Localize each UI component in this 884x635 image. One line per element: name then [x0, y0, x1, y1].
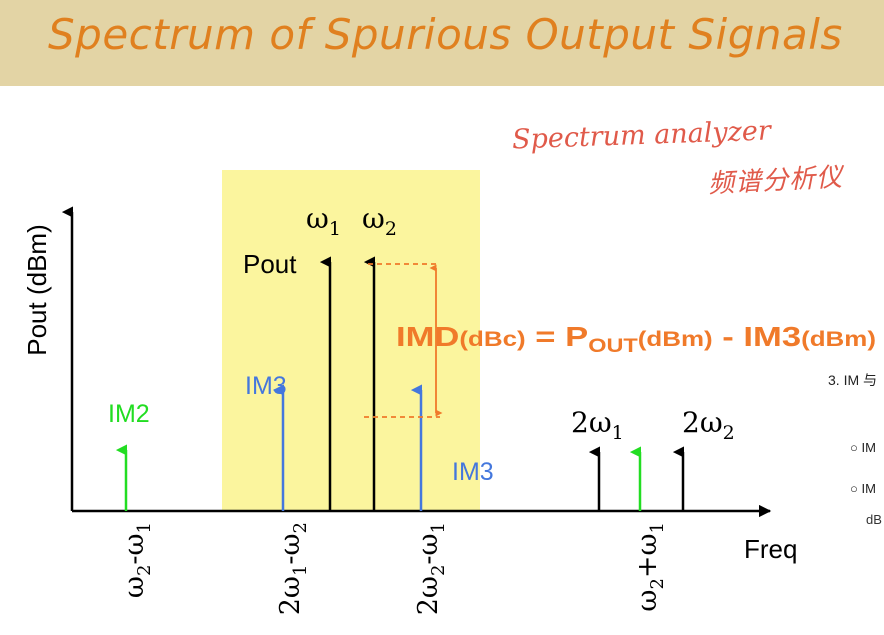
- side-list-sub-item-b-continued: dB: [866, 512, 882, 527]
- x-label-w2-plus-w1: ω2+ω1: [632, 522, 668, 612]
- x-axis-label: Freq: [744, 534, 797, 564]
- x-label-2w2-minus-w1: 2ω2-ω1: [413, 522, 449, 615]
- side-list-item-3: 3. IM 与: [828, 372, 878, 388]
- tone-w2-label: ω2: [362, 202, 397, 240]
- pout-label: Pout: [243, 249, 297, 279]
- im3-right-label: IM3: [452, 458, 494, 486]
- x-label-w2-minus-w1: ω2-ω1: [119, 522, 155, 598]
- slide-title: Spectrum of Spurious Output Signals: [48, 10, 843, 59]
- tone-w1-label: ω1: [306, 202, 341, 240]
- harmonic-2w1-label: 2ω1: [571, 406, 624, 444]
- x-label-2w1-minus-w2: 2ω1-ω2: [275, 522, 311, 615]
- harmonic-2w2-label: 2ω2: [682, 406, 735, 444]
- title-bar: Spectrum of Spurious Output Signals: [0, 0, 884, 86]
- im2-label: IM2: [108, 400, 150, 428]
- side-list-sub-item-b: ○ IM: [850, 481, 876, 496]
- im3-left-label: IM3: [245, 372, 287, 400]
- imd-formula: IMD (dBc) = P OUT (dBm) - IM3 (dBm): [396, 321, 876, 357]
- y-axis-label: Pout (dBm): [22, 224, 52, 356]
- side-list-sub-item-a: ○ IM: [850, 440, 876, 455]
